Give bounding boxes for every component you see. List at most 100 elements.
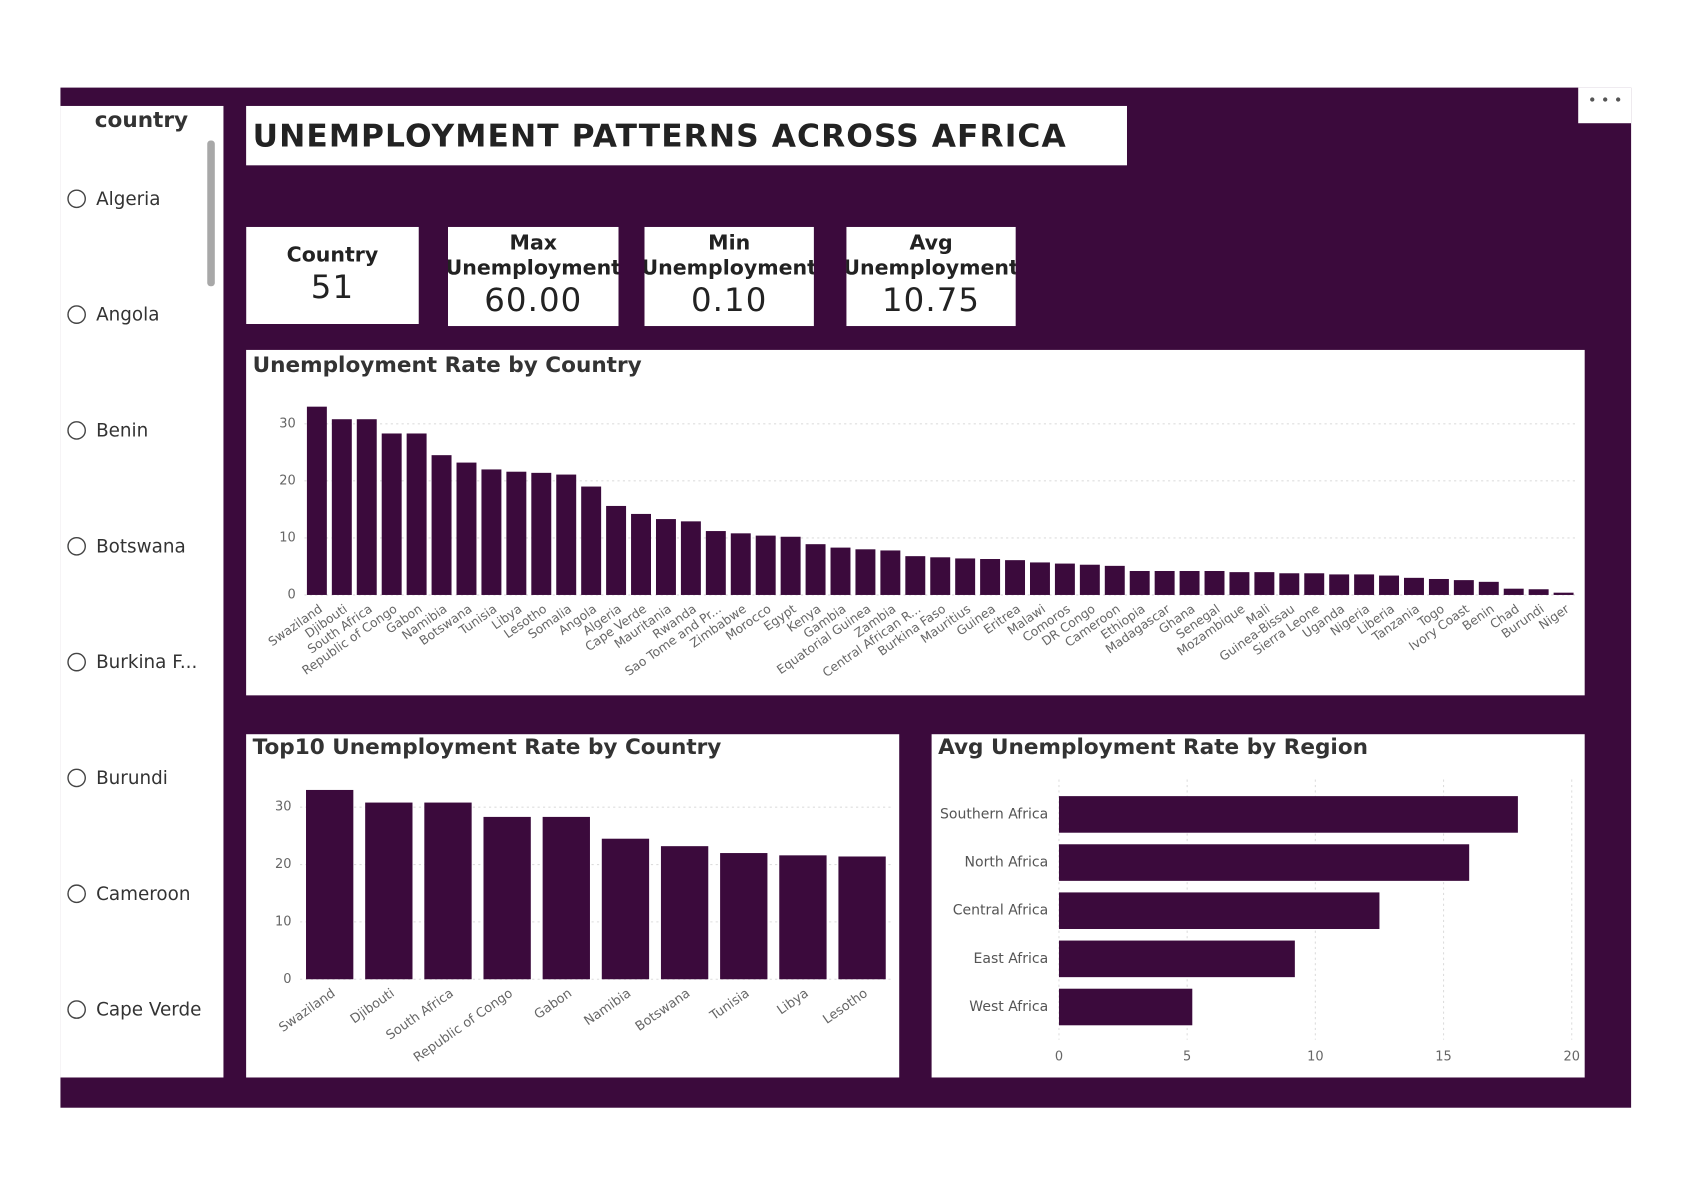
bar <box>1058 940 1295 978</box>
slicer-item[interactable]: Cape Verde <box>96 1000 201 1021</box>
x-tick-label: 10 <box>1307 1049 1323 1064</box>
slicer-scrollbar[interactable] <box>207 140 215 287</box>
bar <box>1229 572 1250 595</box>
bar <box>431 455 452 595</box>
slicer-item[interactable]: Cameroon <box>96 884 190 905</box>
bar <box>601 838 650 980</box>
card-label: Max Unemployment <box>447 231 619 280</box>
chart-title: Top10 Unemployment Rate by Country <box>253 735 722 760</box>
bar <box>1154 570 1175 595</box>
chart-title: Avg Unemployment Rate by Region <box>938 735 1368 760</box>
bar <box>980 559 1001 595</box>
bar <box>331 419 352 595</box>
bar <box>1379 575 1400 595</box>
bar <box>1304 573 1325 595</box>
bar <box>581 486 602 595</box>
card-value: 10.75 <box>881 281 981 320</box>
bar <box>406 433 427 595</box>
bar <box>606 505 627 595</box>
bar <box>356 419 377 595</box>
bar <box>424 802 472 980</box>
bar <box>1553 592 1574 595</box>
slicer-radio[interactable] <box>67 189 86 209</box>
bar <box>1079 564 1100 595</box>
bar <box>481 469 502 595</box>
bar <box>483 816 531 980</box>
y-tick-label: 0 <box>283 972 291 987</box>
card-label: Country <box>286 242 379 267</box>
slicer-item[interactable]: Botswana <box>96 536 186 557</box>
bar <box>780 536 801 595</box>
bar <box>905 556 926 595</box>
slicer-item[interactable]: Burundi <box>96 768 168 789</box>
chart-title: Unemployment Rate by Country <box>253 353 642 378</box>
slicer-item[interactable]: Angola <box>96 305 159 326</box>
bar <box>1058 796 1518 833</box>
x-tick-label: 5 <box>1183 1049 1191 1064</box>
x-tick-label: 0 <box>1055 1049 1063 1064</box>
card-value: 60.00 <box>484 281 583 320</box>
bar <box>1104 565 1125 595</box>
slicer-radio[interactable] <box>67 421 86 440</box>
slicer-radio[interactable] <box>67 884 86 904</box>
bar <box>1058 892 1380 930</box>
bar <box>955 558 976 595</box>
card-label: Avg Unemployment <box>846 231 1016 280</box>
slicer-radio[interactable] <box>67 768 86 788</box>
bar <box>381 433 402 595</box>
y-tick-label: 10 <box>279 530 295 545</box>
more-dot <box>1590 97 1595 102</box>
bar <box>306 406 327 595</box>
y-tick-label: 30 <box>279 416 295 431</box>
slicer-title: country <box>95 108 188 133</box>
bar <box>531 472 552 595</box>
slicer-radio[interactable] <box>67 652 86 672</box>
more-dot <box>1603 97 1608 102</box>
slicer-item[interactable]: Algeria <box>96 189 160 210</box>
bar <box>680 521 701 595</box>
bar <box>542 816 590 980</box>
slicer-item[interactable]: Burkina F... <box>96 652 197 673</box>
bar <box>456 462 477 595</box>
bar <box>1354 574 1375 595</box>
bar <box>1528 589 1549 595</box>
bar <box>1254 572 1275 595</box>
y-tick-label: West Africa <box>969 999 1048 1015</box>
card-body: Avg Unemployment 10.75 <box>846 226 1016 327</box>
bar <box>1329 574 1350 595</box>
y-tick-label: 20 <box>279 473 295 488</box>
bar <box>1029 562 1050 595</box>
slicer-radio[interactable] <box>67 305 86 324</box>
bar <box>660 846 709 980</box>
bar <box>1404 577 1424 595</box>
bar <box>855 549 876 595</box>
card-body: Country 51 <box>246 226 419 325</box>
bar <box>1204 570 1225 595</box>
bar <box>838 856 886 980</box>
more-options[interactable] <box>1578 87 1632 124</box>
bar <box>1503 588 1524 595</box>
bar <box>1005 560 1026 595</box>
slicer-item[interactable]: Benin <box>96 421 148 442</box>
y-tick-label: 20 <box>275 857 291 872</box>
slicer-radio[interactable] <box>67 536 86 556</box>
y-tick-label: East Africa <box>974 951 1049 967</box>
bar <box>730 533 751 595</box>
bar <box>631 513 651 595</box>
slicer-radio[interactable] <box>67 1000 86 1019</box>
bar <box>720 853 768 980</box>
bar <box>1058 988 1193 1026</box>
card-value: 0.10 <box>690 281 768 320</box>
bar <box>1478 581 1499 595</box>
y-tick-label: Southern Africa <box>940 806 1048 822</box>
y-tick-label: 10 <box>275 914 291 929</box>
y-tick-label: North Africa <box>965 855 1049 871</box>
bar <box>830 547 851 595</box>
slicer-panel <box>60 105 224 1078</box>
x-tick-label: 15 <box>1435 1049 1451 1064</box>
bar <box>880 550 901 595</box>
